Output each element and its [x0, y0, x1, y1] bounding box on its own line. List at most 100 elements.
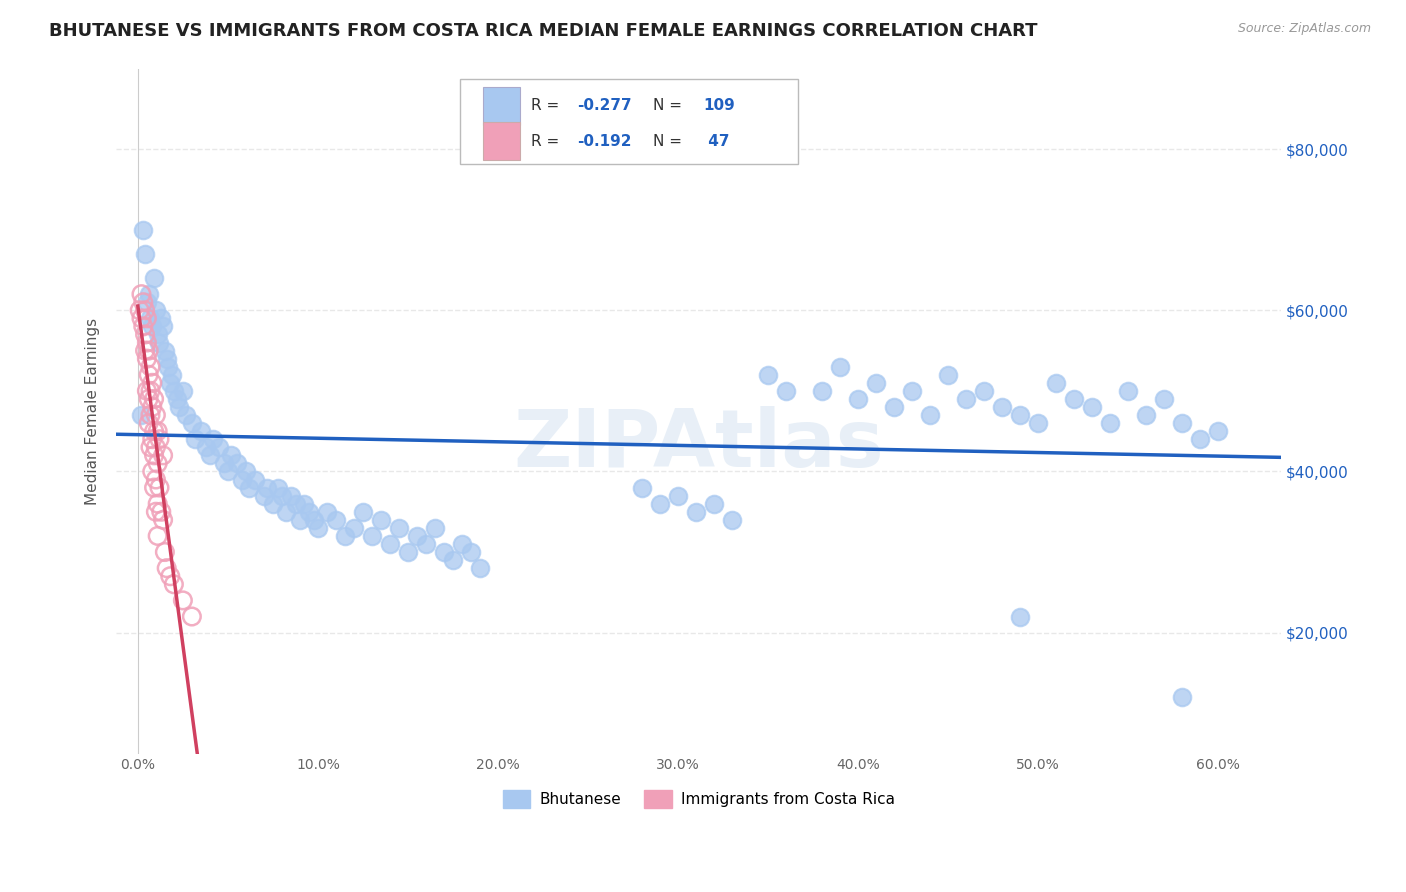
Point [756, 368, 779, 382]
Point [1081, 400, 1104, 414]
Point [180, 609, 202, 624]
FancyBboxPatch shape [460, 78, 797, 164]
Point [217, 465, 239, 479]
Point [361, 529, 384, 543]
Point [685, 505, 707, 519]
Point [156, 561, 179, 575]
Point [163, 384, 186, 398]
Point [325, 513, 347, 527]
Point [901, 384, 924, 398]
Point [131, 408, 153, 422]
Point [352, 505, 374, 519]
Point [343, 521, 366, 535]
Text: ZIPAtlas: ZIPAtlas [513, 406, 884, 484]
Point [460, 545, 482, 559]
Point [267, 481, 290, 495]
Point [280, 489, 302, 503]
Point [131, 287, 153, 301]
Bar [484, 87, 520, 125]
Point [156, 351, 179, 366]
Point [159, 569, 181, 583]
Point [1206, 424, 1229, 438]
Point [202, 432, 225, 446]
Point [1116, 384, 1139, 398]
Point [141, 432, 163, 446]
Text: N =: N = [654, 98, 688, 113]
Point [143, 481, 166, 495]
Point [955, 392, 977, 406]
Point [441, 553, 464, 567]
Point [235, 465, 257, 479]
Text: 47: 47 [703, 134, 730, 149]
Point [1008, 609, 1031, 624]
Point [415, 537, 437, 551]
Point [846, 392, 869, 406]
Point [166, 392, 188, 406]
Point [150, 505, 173, 519]
Point [973, 384, 995, 398]
Point [138, 368, 160, 382]
Point [148, 335, 170, 350]
Point [146, 424, 169, 438]
Point [396, 545, 419, 559]
Point [1045, 376, 1067, 390]
Text: N =: N = [654, 134, 688, 149]
Point [153, 343, 176, 358]
Point [172, 593, 194, 607]
Point [180, 416, 202, 430]
Legend: Bhutanese, Immigrants from Costa Rica: Bhutanese, Immigrants from Costa Rica [496, 783, 901, 814]
Point [145, 505, 167, 519]
Point [262, 497, 284, 511]
Point [153, 545, 176, 559]
Point [298, 505, 321, 519]
Point [1099, 416, 1122, 430]
Point [238, 481, 260, 495]
Point [138, 392, 160, 406]
Point [865, 376, 887, 390]
Text: BHUTANESE VS IMMIGRANTS FROM COSTA RICA MEDIAN FEMALE EARNINGS CORRELATION CHART: BHUTANESE VS IMMIGRANTS FROM COSTA RICA … [49, 22, 1038, 40]
Point [135, 295, 157, 310]
Bar [484, 122, 520, 161]
Point [148, 481, 170, 495]
Point [135, 335, 157, 350]
Point [148, 432, 170, 446]
Point [1189, 432, 1212, 446]
Point [721, 513, 744, 527]
Point [468, 561, 491, 575]
Point [775, 384, 797, 398]
Point [811, 384, 834, 398]
Point [225, 457, 247, 471]
Point [231, 473, 253, 487]
Text: -0.277: -0.277 [578, 98, 633, 113]
Point [198, 448, 221, 462]
Point [132, 223, 155, 237]
Point [1135, 408, 1157, 422]
Point [143, 448, 166, 462]
Point [152, 319, 174, 334]
Point [141, 465, 163, 479]
Point [138, 287, 160, 301]
Point [1063, 392, 1085, 406]
Point [145, 473, 167, 487]
Point [163, 577, 186, 591]
Point [208, 440, 231, 454]
Point [134, 303, 156, 318]
Point [152, 448, 174, 462]
Point [388, 521, 411, 535]
Point [138, 416, 160, 430]
Point [139, 359, 162, 374]
Point [648, 497, 671, 511]
Point [451, 537, 474, 551]
Point [243, 473, 266, 487]
Point [307, 521, 329, 535]
Point [152, 513, 174, 527]
Point [141, 319, 163, 334]
Point [134, 327, 156, 342]
Point [143, 392, 166, 406]
Point [221, 448, 243, 462]
Point [135, 351, 157, 366]
Point [316, 505, 339, 519]
Point [143, 424, 166, 438]
Point [146, 457, 169, 471]
Point [160, 368, 183, 382]
